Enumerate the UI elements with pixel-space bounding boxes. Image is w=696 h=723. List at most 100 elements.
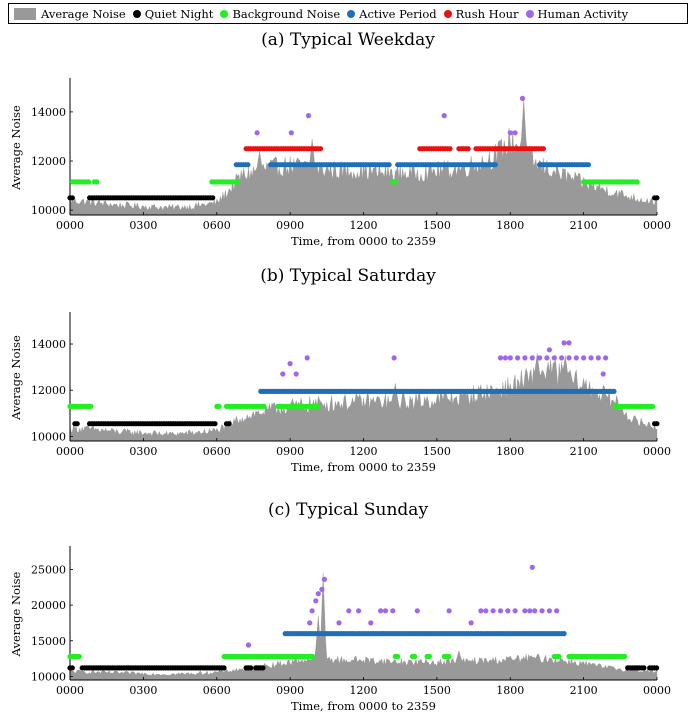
legend-item: Average Noise bbox=[14, 7, 126, 21]
human-activity-dot bbox=[529, 564, 535, 570]
x-tick-label: 2100 bbox=[570, 219, 598, 232]
legend-label: Human Activity bbox=[537, 6, 629, 21]
human-activity-dot bbox=[368, 620, 374, 626]
human-activity-dot bbox=[566, 340, 572, 346]
chart-panel-sunday: (c) Typical Sunday 0000 0300 0600 0900 1200 1… bbox=[0, 500, 696, 720]
x-tick-label: 0900 bbox=[276, 219, 304, 232]
x-tick-label: 1500 bbox=[423, 445, 451, 458]
human-activity-dot bbox=[391, 355, 397, 361]
x-tick-label: 1800 bbox=[496, 684, 524, 697]
human-activity-dot bbox=[254, 130, 260, 136]
x-axis-label: Time, from 0000 to 2359 bbox=[291, 460, 436, 474]
human-activity-dot bbox=[446, 608, 452, 614]
chart-legend: Average Noise Quiet Night Background Noise… bbox=[8, 3, 688, 24]
human-activity-dot bbox=[566, 355, 572, 361]
human-activity-dot bbox=[390, 608, 396, 614]
x-tick-label: 1500 bbox=[423, 219, 451, 232]
y-tick-label: 10000 bbox=[31, 204, 66, 217]
human-activity-dot bbox=[356, 608, 362, 614]
y-tick-label: 12000 bbox=[31, 155, 66, 168]
y-tick-label: 12000 bbox=[31, 384, 66, 397]
x-tick-label: 0900 bbox=[276, 684, 304, 697]
category-dot bbox=[650, 403, 656, 409]
category-dot bbox=[386, 162, 392, 168]
human-activity-dot bbox=[497, 355, 504, 361]
human-activity-dot bbox=[546, 347, 553, 353]
category-dot bbox=[561, 631, 567, 637]
human-activity-dot bbox=[313, 598, 319, 604]
human-activity-dot bbox=[245, 642, 252, 648]
x-axis-label: Time, from 0000 to 2359 bbox=[291, 699, 436, 713]
category-dot bbox=[540, 146, 547, 152]
category-dot bbox=[234, 179, 240, 185]
human-activity-dot bbox=[478, 608, 484, 614]
category-dot bbox=[634, 179, 640, 185]
category-dot bbox=[446, 653, 452, 660]
x-tick-label: 2100 bbox=[570, 445, 598, 458]
x-tick-label: 0900 bbox=[276, 445, 304, 458]
category-dot bbox=[465, 146, 471, 152]
x-tick-label: 1200 bbox=[350, 684, 378, 697]
category-dot bbox=[392, 179, 398, 185]
category-dot bbox=[216, 403, 222, 409]
human-activity-dot bbox=[490, 608, 496, 614]
y-tick-label: 15000 bbox=[31, 635, 66, 648]
human-activity-dot bbox=[515, 355, 521, 361]
human-activity-dot bbox=[307, 620, 313, 626]
category-dot bbox=[69, 665, 75, 671]
panel-title: (a) Typical Weekday bbox=[261, 30, 435, 50]
chart-panel-saturday: (b) Typical Saturday 0000 0300 0600 0900 120… bbox=[0, 266, 696, 486]
category-dot bbox=[426, 653, 432, 660]
chart-svg: 0000 0300 0600 0900 1200 1500 1800 2100 0000 1000… bbox=[9, 312, 671, 474]
category-dot bbox=[261, 403, 267, 409]
average-noise-area bbox=[69, 99, 658, 216]
category-dot bbox=[76, 653, 82, 660]
x-tick-label: 0000 bbox=[56, 445, 84, 458]
human-activity-dot bbox=[305, 113, 312, 119]
human-activity-dot bbox=[544, 355, 550, 361]
x-tick-label: 1200 bbox=[350, 445, 378, 458]
y-axis-label: Average Noise bbox=[9, 335, 23, 421]
human-activity-dot bbox=[554, 608, 560, 614]
y-tick-label: 14000 bbox=[31, 338, 66, 351]
x-tick-label: 0000 bbox=[56, 684, 84, 697]
legend-swatch bbox=[443, 9, 452, 18]
human-activity-dot bbox=[551, 355, 557, 361]
chart-svg: 0000 0300 0600 0900 1200 1500 1800 2100 0000 1000… bbox=[9, 78, 671, 248]
human-activity-dot bbox=[441, 113, 447, 119]
human-activity-dot bbox=[522, 608, 528, 614]
average-noise-area bbox=[69, 572, 658, 681]
human-activity-dot bbox=[502, 355, 508, 361]
x-axis-label: Time, from 0000 to 2359 bbox=[291, 234, 436, 248]
human-activity-dot bbox=[414, 608, 420, 614]
category-dot bbox=[556, 653, 562, 660]
x-tick-label: 0000 bbox=[643, 219, 671, 232]
category-dot bbox=[314, 403, 320, 409]
legend-item: Background Noise bbox=[220, 7, 340, 21]
category-dot bbox=[212, 421, 218, 427]
human-activity-dot bbox=[382, 608, 389, 614]
human-activity-dot bbox=[304, 355, 310, 361]
human-activity-dot bbox=[507, 355, 513, 361]
human-activity-dot bbox=[529, 355, 535, 361]
category-dot bbox=[395, 653, 401, 660]
legend-swatch bbox=[14, 7, 36, 20]
x-tick-label: 2100 bbox=[570, 684, 598, 697]
x-tick-label: 1800 bbox=[496, 219, 524, 232]
average-noise-area bbox=[69, 353, 658, 442]
category-dot bbox=[88, 403, 94, 409]
category-dot bbox=[309, 653, 315, 660]
legend-label: Average Noise bbox=[41, 6, 126, 21]
y-axis-label: Average Noise bbox=[9, 105, 23, 191]
human-activity-dot bbox=[319, 586, 325, 592]
category-dot bbox=[260, 665, 266, 671]
human-activity-dot bbox=[346, 608, 352, 614]
human-activity-dot bbox=[573, 355, 579, 361]
legend-item: Rush Hour bbox=[443, 7, 519, 21]
chart-panel-weekday: (a) Typical Weekday 0000 0300 0600 0900 1200… bbox=[0, 30, 696, 250]
y-axis-label: Average Noise bbox=[9, 571, 23, 657]
human-activity-dot bbox=[561, 340, 567, 346]
legend-swatch bbox=[347, 9, 356, 18]
x-tick-label: 0600 bbox=[203, 445, 231, 458]
human-activity-dot bbox=[483, 608, 489, 614]
